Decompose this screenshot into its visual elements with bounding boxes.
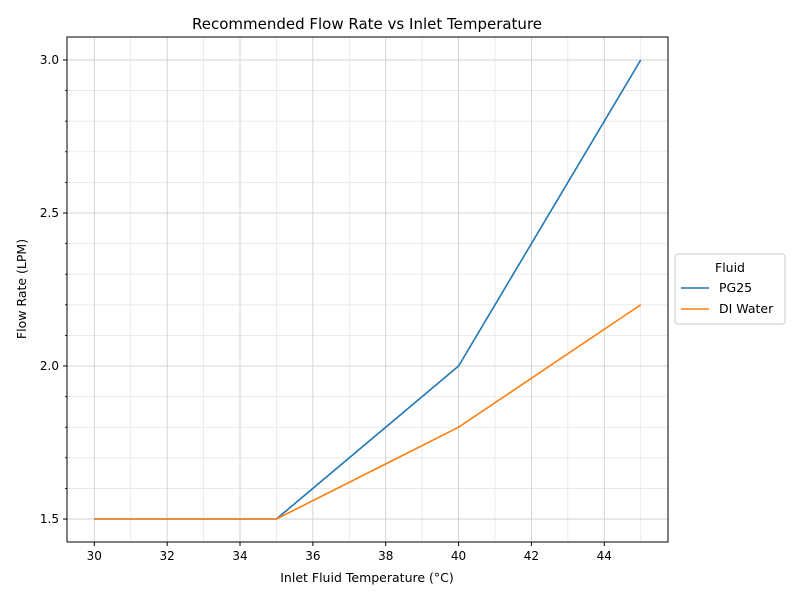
plot-frame: [66, 36, 669, 543]
x-tick-label: 38: [378, 549, 393, 563]
x-axis-label: Inlet Fluid Temperature (°C): [280, 570, 454, 585]
series-line-di-water: [94, 304, 642, 520]
series-line-pg25: [94, 59, 642, 520]
legend-items: PG25 DI Water: [681, 280, 774, 316]
x-tick-label: 34: [232, 549, 247, 563]
legend-label-pg25: PG25: [719, 280, 752, 295]
y-tick-label: 1.5: [40, 512, 59, 526]
legend: Fluid PG25 DI Water: [674, 253, 786, 325]
y-tick-label: 2.0: [40, 359, 59, 373]
axis-ticks: 30 32 34 36 38 40 42 44 1.5 2.0 2.5 3.0: [40, 53, 612, 563]
chart-title: Recommended Flow Rate vs Inlet Temperatu…: [192, 15, 542, 33]
x-tick-label: 44: [597, 549, 612, 563]
series-layer: [94, 59, 642, 520]
y-tick-label: 3.0: [40, 53, 59, 67]
x-tick-label: 30: [87, 549, 102, 563]
legend-box: [674, 253, 786, 325]
legend-title: Fluid: [715, 260, 745, 275]
legend-label-di-water: DI Water: [719, 301, 774, 316]
grid: [67, 37, 668, 542]
x-tick-label: 42: [524, 549, 539, 563]
x-tick-label: 40: [451, 549, 466, 563]
y-tick-label: 2.5: [40, 206, 59, 220]
x-tick-label: 32: [160, 549, 175, 563]
y-axis-label: Flow Rate (LPM): [14, 239, 29, 339]
x-tick-label: 36: [305, 549, 320, 563]
